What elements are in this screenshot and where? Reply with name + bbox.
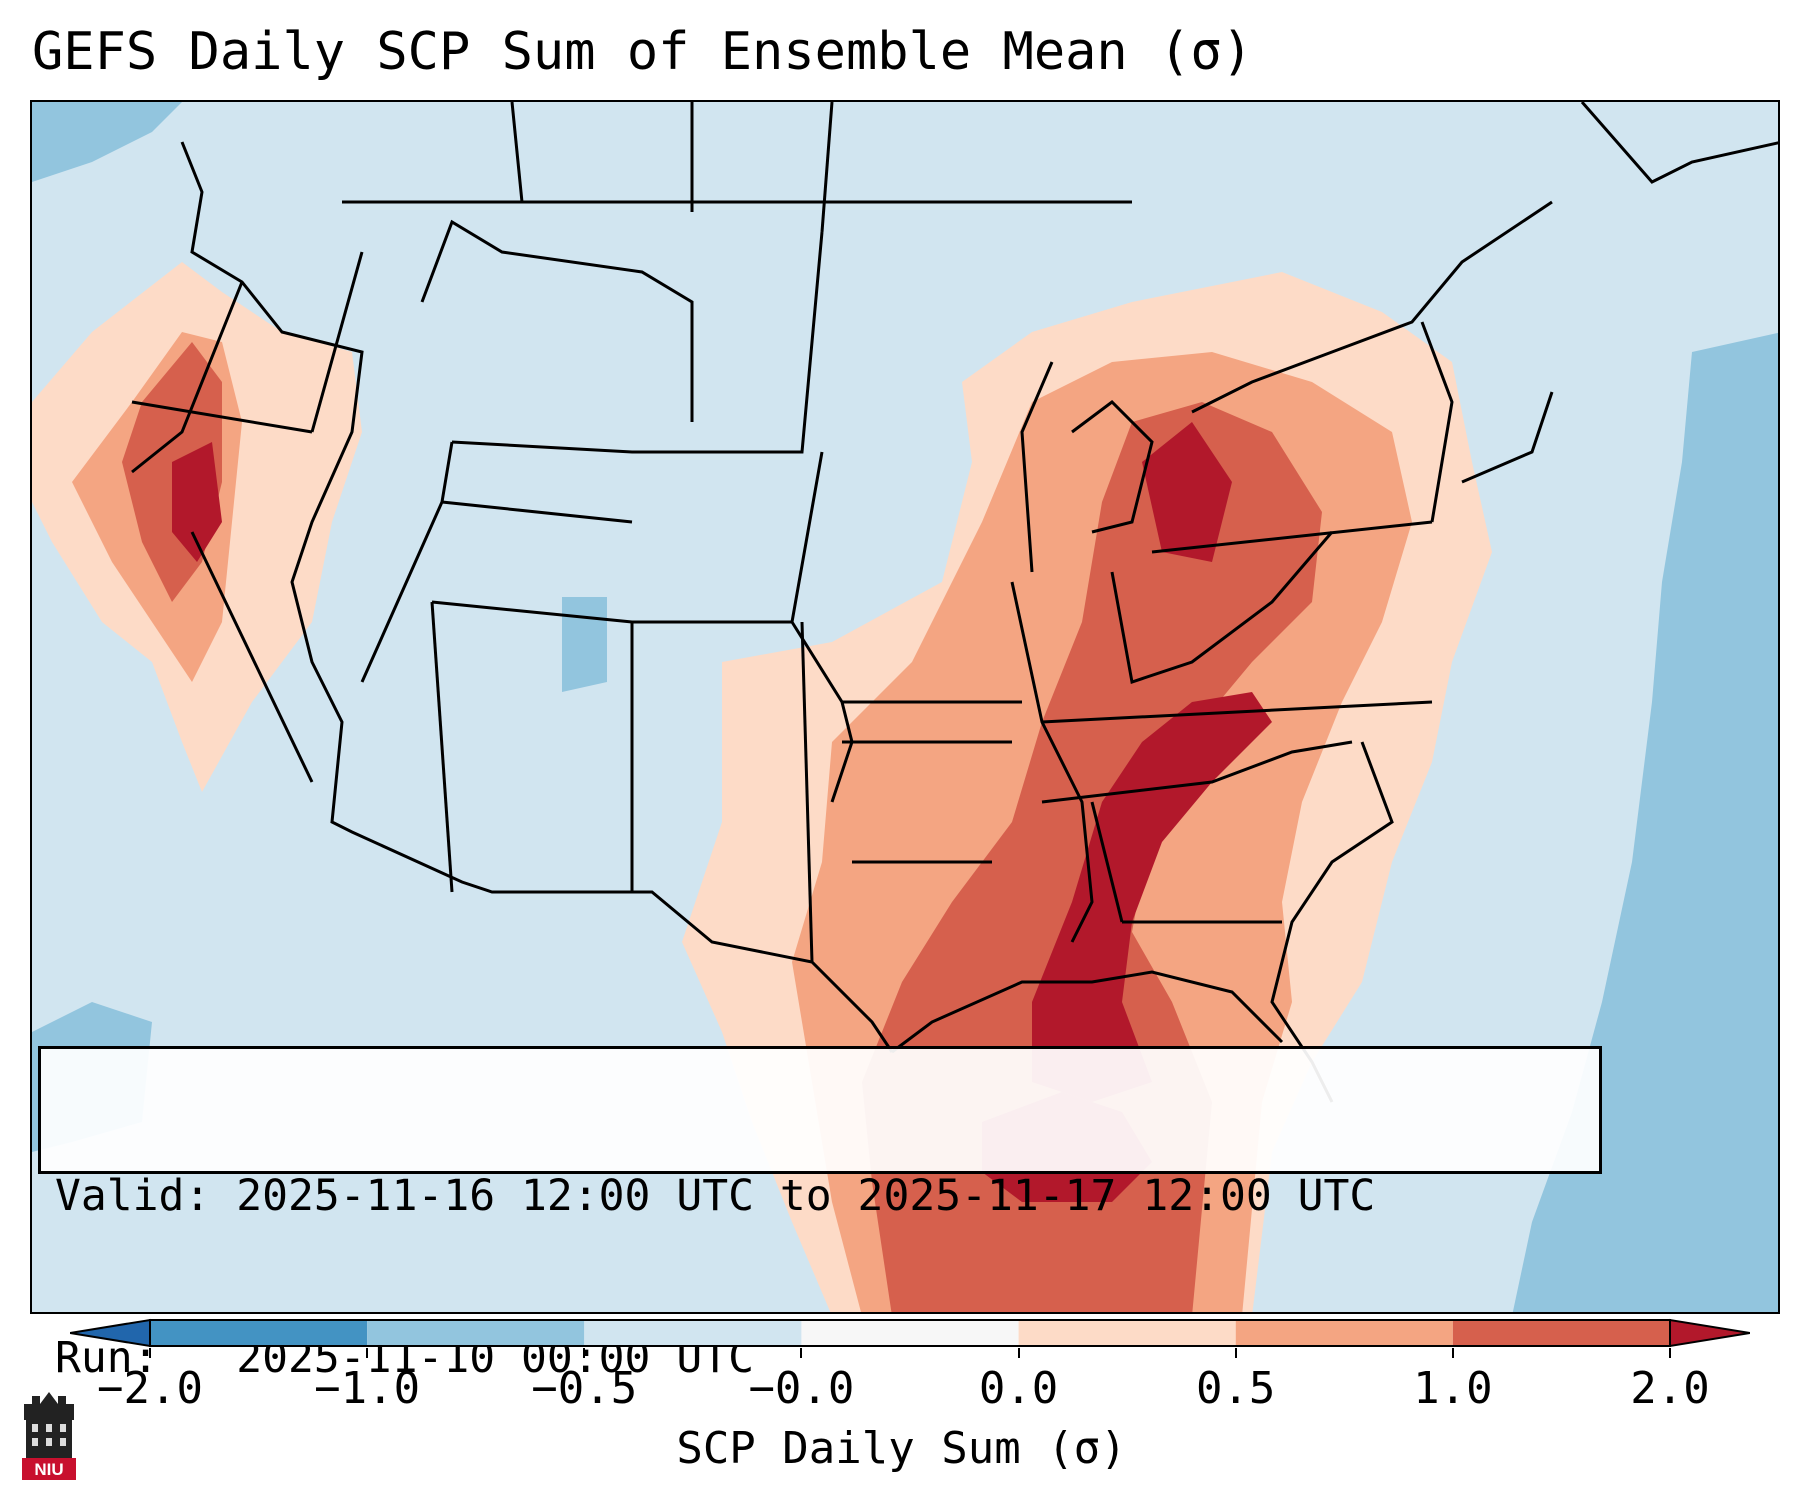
logo-tower-top <box>24 1392 74 1420</box>
colorbar-svg <box>69 1318 1751 1348</box>
atlantic-low-region <box>1512 332 1778 1312</box>
niu-logo: NIU <box>22 1392 76 1480</box>
valid-label: Valid: <box>55 1171 211 1221</box>
colorbar-tick-label: −2.0 <box>97 1363 203 1414</box>
colorbar-tick-label: 1.0 <box>1413 1363 1493 1414</box>
colorbar-segment <box>367 1320 585 1346</box>
valid-line: Valid: 2025-11-16 12:00 UTC to 2025-11-1… <box>55 1169 1599 1223</box>
colorbar-extend-low <box>69 1318 151 1348</box>
pacific-nw-low-region <box>32 102 182 182</box>
chart-title: GEFS Daily SCP Sum of Ensemble Mean (σ) <box>32 22 1253 82</box>
colorbar-label: SCP Daily Sum (σ) <box>676 1423 1127 1474</box>
colorbar-tick-label: 0.0 <box>978 1363 1059 1414</box>
colorbar-tickmark <box>1017 1348 1020 1358</box>
valid-run-infobox: Valid: 2025-11-16 12:00 UTC to 2025-11-1… <box>38 1046 1602 1383</box>
colorbar-tick-label: 0.5 <box>1195 1363 1276 1414</box>
colorbar-segment <box>150 1320 368 1346</box>
colorbar-segment <box>1018 1320 1236 1346</box>
colorbar-tickmark <box>1451 1348 1454 1358</box>
logo-text: NIU <box>34 1460 63 1479</box>
colorbar-tick-label: −0.5 <box>531 1363 638 1414</box>
colorbar-tick-label: −0.0 <box>748 1363 855 1414</box>
colorbar-tickmark <box>583 1348 586 1358</box>
colorbar-tickmark <box>1669 1348 1671 1358</box>
colorbar-segment <box>1235 1320 1453 1346</box>
colorado-low-region <box>562 597 607 692</box>
colorbar-segment <box>801 1320 1019 1346</box>
colorbar-tickmark <box>1234 1348 1237 1358</box>
colorbar-tick-label: −1.0 <box>314 1363 421 1414</box>
colorbar-segment <box>1452 1320 1670 1346</box>
colorbar-tick-label: 2.0 <box>1630 1363 1710 1414</box>
colorbar-segment <box>584 1320 802 1346</box>
colorbar-extend-high <box>1669 1318 1751 1348</box>
lakes-max-region <box>1142 422 1232 562</box>
eastern-max-region <box>1032 692 1272 1102</box>
colorbar-tickmark <box>366 1348 369 1358</box>
valid-value: 2025-11-16 12:00 UTC to 2025-11-17 12:00… <box>236 1171 1376 1221</box>
colorbar-tickmark <box>149 1348 151 1358</box>
colorbar <box>69 1318 1751 1348</box>
logo-banner <box>22 1458 76 1480</box>
logo-windows <box>32 1424 66 1446</box>
west-coast-max-region <box>172 442 222 562</box>
colorbar-tickmark <box>800 1348 803 1358</box>
